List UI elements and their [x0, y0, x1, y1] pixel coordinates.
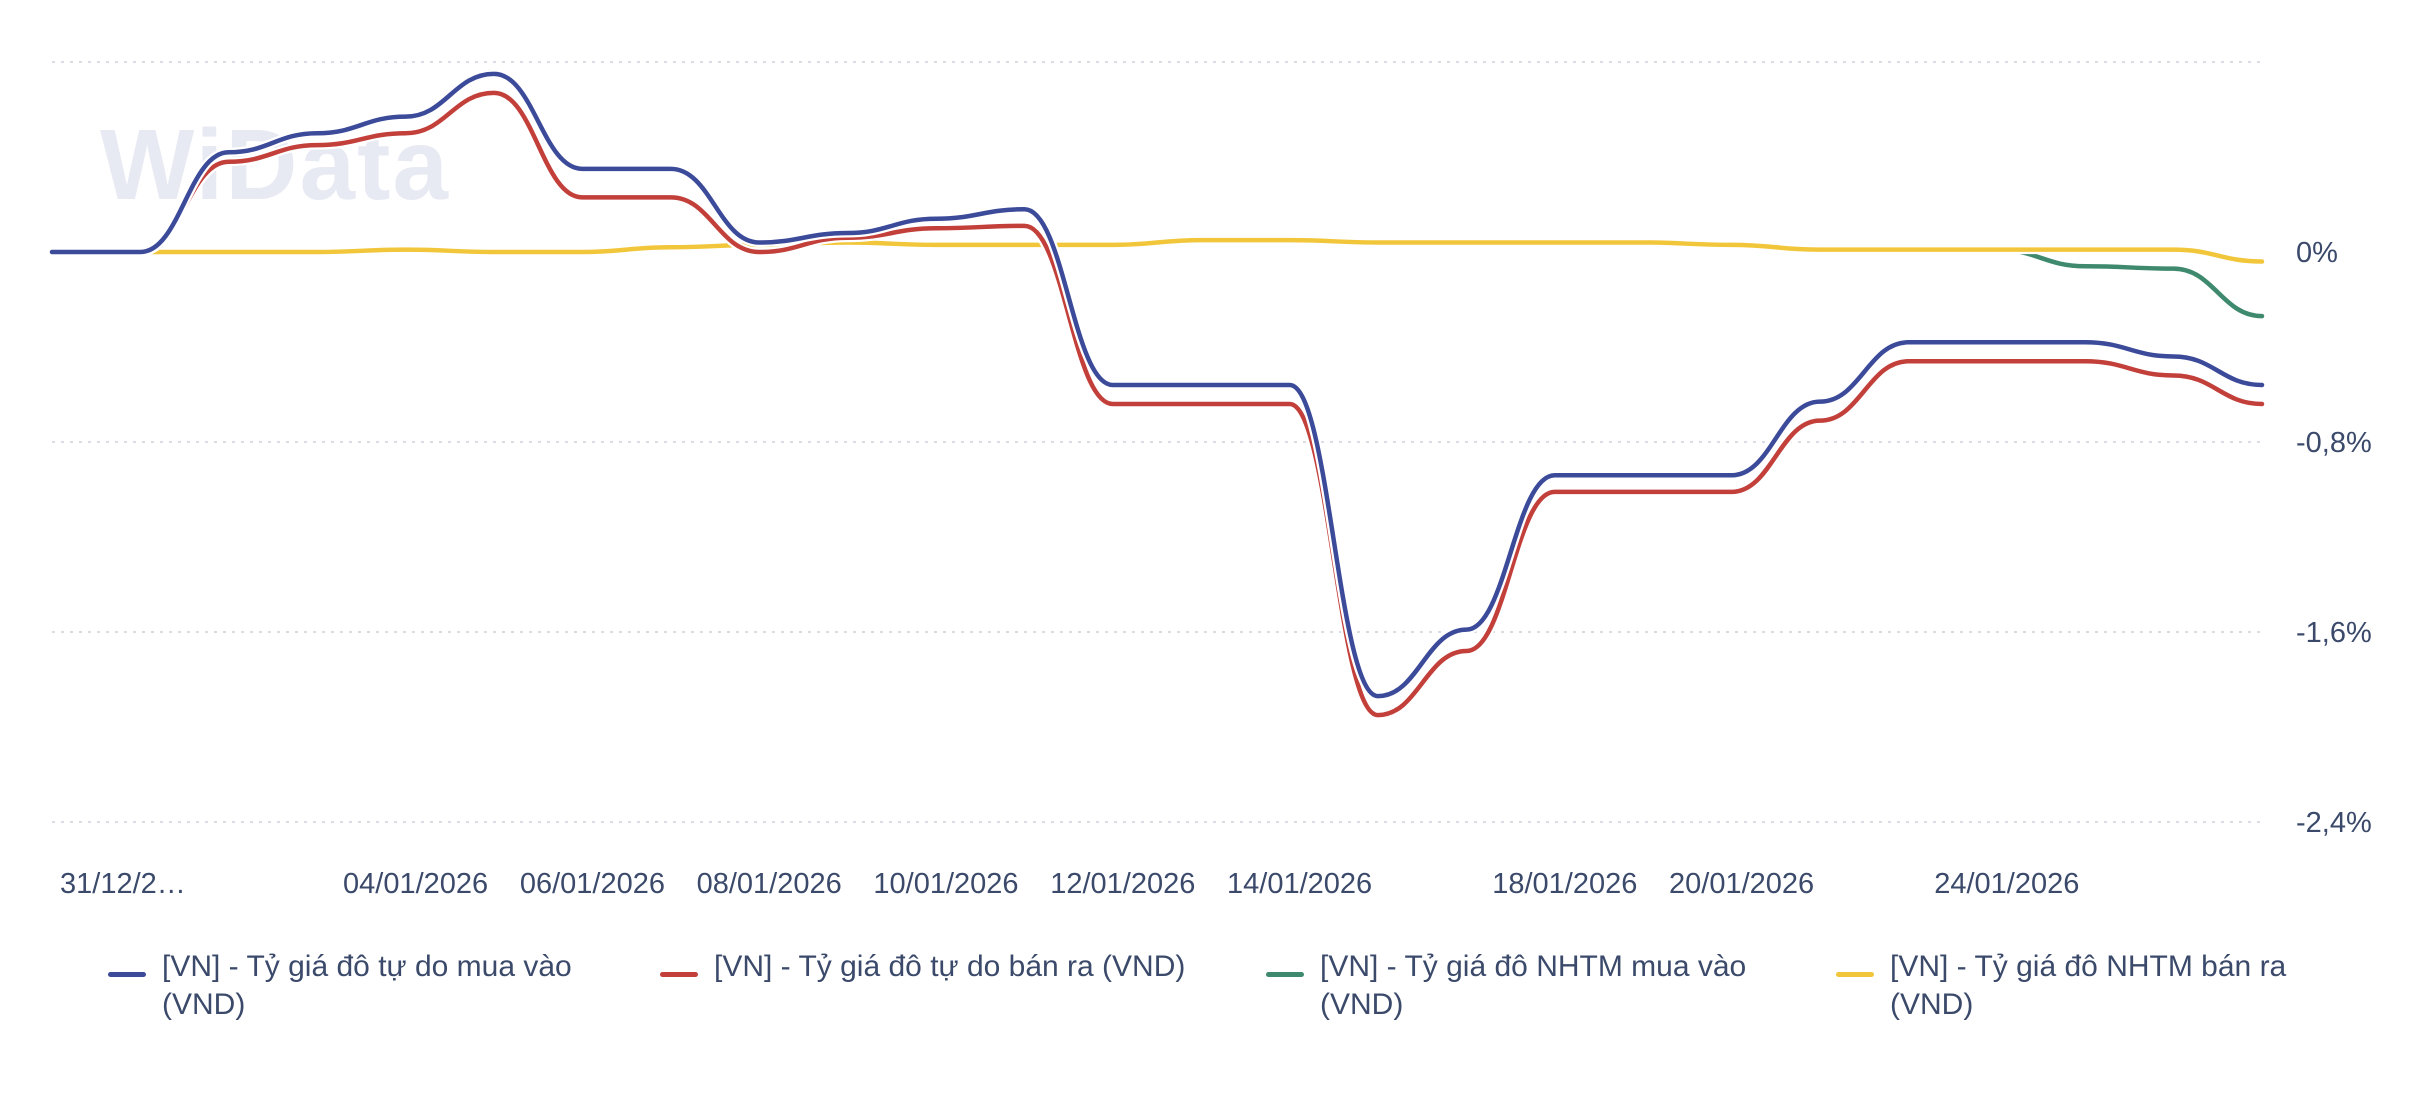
- x-tick-label: 10/01/2026: [873, 868, 1018, 900]
- x-tick-label: 18/01/2026: [1492, 868, 1637, 900]
- series-line: [49, 237, 2265, 264]
- series-line: [49, 90, 2265, 718]
- legend-label: [VN] - Tỷ giá đô tự do mua vào (VND): [162, 950, 572, 1021]
- y-tick-label: -1,6%: [2296, 617, 2372, 649]
- legend-swatch: [1836, 972, 1874, 977]
- watermark-logo: WiData: [100, 109, 451, 221]
- x-tick-label: 14/01/2026: [1227, 868, 1372, 900]
- y-tick-label: -2,4%: [2296, 807, 2372, 839]
- legend-swatch: [108, 972, 146, 977]
- x-tick-label: 08/01/2026: [697, 868, 842, 900]
- x-tick-label: 31/12/2…: [60, 868, 186, 900]
- x-tick-label: 12/01/2026: [1050, 868, 1195, 900]
- legend-item-bank-sell[interactable]: [VN] - Tỷ giá đô NHTM bán ra (VND): [1836, 948, 2330, 1024]
- line-chart: 0% -0,8% -1,6% -2,4% 31/12/2… 04/01/2026 06/01…: [49, 61, 2372, 900]
- legend-swatch: [660, 972, 698, 977]
- legend-item-free-sell[interactable]: [VN] - Tỷ giá đô tự do bán ra (VND): [660, 948, 1185, 986]
- legend-label: [VN] - Tỷ giá đô NHTM bán ra (VND): [1890, 950, 2287, 1021]
- legend-label: [VN] - Tỷ giá đô tự do bán ra (VND): [714, 950, 1186, 983]
- y-tick-label: -0,8%: [2296, 427, 2372, 459]
- x-tick-label: 06/01/2026: [520, 868, 665, 900]
- y-tick-label: 0%: [2296, 237, 2338, 269]
- legend-label: [VN] - Tỷ giá đô NHTM mua vào (VND): [1320, 950, 1747, 1021]
- legend-item-free-buy[interactable]: [VN] - Tỷ giá đô tự do mua vào (VND): [108, 948, 602, 1024]
- x-tick-label: 20/01/2026: [1669, 868, 1814, 900]
- legend-item-bank-buy[interactable]: [VN] - Tỷ giá đô NHTM mua vào (VND): [1266, 948, 1760, 1024]
- x-tick-label: 04/01/2026: [343, 868, 488, 900]
- x-tick-label: 24/01/2026: [1934, 868, 2079, 900]
- series-line: [49, 71, 2265, 699]
- legend-swatch: [1266, 972, 1304, 977]
- chart-legend: [VN] - Tỷ giá đô tự do mua vào (VND) [VN…: [0, 948, 2422, 1068]
